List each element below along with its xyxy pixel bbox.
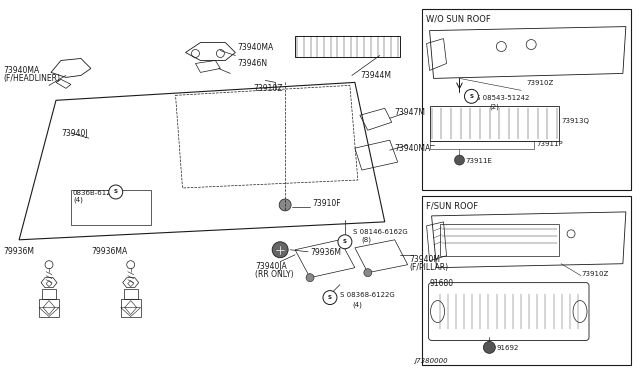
- Text: S: S: [343, 239, 347, 244]
- Text: S: S: [469, 94, 474, 99]
- Text: 73910Z: 73910Z: [253, 84, 283, 93]
- Circle shape: [465, 89, 479, 103]
- Text: 91680: 91680: [429, 279, 454, 288]
- Bar: [124, 289, 138, 299]
- Text: F/SUN ROOF: F/SUN ROOF: [426, 201, 477, 211]
- Text: 73940MA: 73940MA: [395, 144, 431, 153]
- Bar: [39, 299, 59, 317]
- Text: (4): (4): [352, 301, 362, 308]
- Text: (F/PILLAR): (F/PILLAR): [410, 263, 449, 272]
- Text: 73911P: 73911P: [536, 141, 563, 147]
- Text: 73947M: 73947M: [395, 108, 426, 117]
- Text: S 08146-6162G: S 08146-6162G: [353, 229, 408, 235]
- Bar: [71, 190, 150, 225]
- Text: 79936M: 79936M: [310, 248, 341, 257]
- Text: 73940MA: 73940MA: [237, 43, 273, 52]
- Text: S 08368-6122G: S 08368-6122G: [340, 292, 395, 298]
- Text: (F/HEADLINER): (F/HEADLINER): [3, 74, 60, 83]
- Text: S: S: [114, 189, 118, 195]
- Text: 73940MA: 73940MA: [3, 66, 40, 75]
- Bar: [422, 196, 631, 365]
- Circle shape: [323, 291, 337, 305]
- Text: (4): (4): [73, 197, 83, 203]
- Circle shape: [483, 341, 495, 353]
- Text: 73946N: 73946N: [237, 59, 268, 68]
- Text: 0836B-6122G: 0836B-6122G: [73, 190, 122, 196]
- Text: (RR ONLY): (RR ONLY): [255, 270, 294, 279]
- Text: 73911E: 73911E: [465, 158, 492, 164]
- Text: W/O SUN ROOF: W/O SUN ROOF: [426, 14, 490, 23]
- Text: S 08543-51242: S 08543-51242: [476, 95, 530, 101]
- Text: J7380000: J7380000: [415, 358, 448, 364]
- Text: 79936MA: 79936MA: [91, 247, 127, 256]
- Text: 73944M: 73944M: [360, 71, 391, 80]
- Bar: [295, 36, 400, 58]
- Bar: [42, 289, 56, 299]
- Bar: [429, 141, 534, 149]
- Text: S: S: [328, 295, 332, 300]
- Text: 73913Q: 73913Q: [561, 118, 589, 124]
- Text: (2): (2): [490, 103, 499, 109]
- Circle shape: [272, 242, 288, 258]
- Text: 79936M: 79936M: [3, 247, 34, 256]
- Circle shape: [338, 235, 352, 249]
- Circle shape: [306, 274, 314, 282]
- Text: 73910Z: 73910Z: [526, 80, 554, 86]
- Text: 73940JA: 73940JA: [255, 262, 287, 271]
- Bar: [121, 299, 141, 317]
- Bar: [440, 224, 559, 256]
- Text: 73910F: 73910F: [312, 199, 340, 208]
- Circle shape: [364, 269, 372, 277]
- Circle shape: [279, 199, 291, 211]
- Text: 73910Z: 73910Z: [581, 271, 609, 277]
- Bar: [422, 9, 631, 190]
- Circle shape: [454, 155, 465, 165]
- Circle shape: [109, 185, 123, 199]
- Text: 73940J: 73940J: [61, 129, 88, 138]
- Bar: [429, 106, 559, 141]
- Text: 91692: 91692: [497, 345, 518, 352]
- Text: (8): (8): [362, 237, 372, 243]
- Text: 73940M: 73940M: [410, 255, 441, 264]
